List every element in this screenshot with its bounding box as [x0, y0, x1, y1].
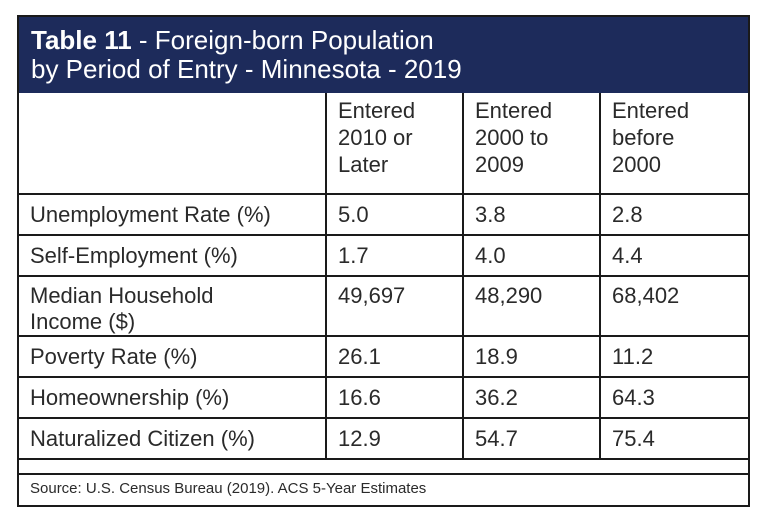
row-label: Homeownership (%) — [19, 376, 327, 419]
data-table: Entered 2010 or Later Entered 2000 to 20… — [19, 93, 748, 460]
row-label: Poverty Rate (%) — [19, 335, 327, 378]
table-cell: 49,697 — [325, 275, 464, 337]
table-cell: 12.9 — [325, 417, 464, 460]
table-cell: 16.6 — [325, 376, 464, 419]
table-cell: 5.0 — [325, 193, 464, 236]
row-label: Self-Employment (%) — [19, 234, 327, 277]
table-cell: 36.2 — [462, 376, 601, 419]
header-empty-cell — [19, 93, 327, 195]
table-row: Homeownership (%) 16.6 36.2 64.3 — [19, 376, 748, 419]
row-label: Naturalized Citizen (%) — [19, 417, 327, 460]
title-line-2: by Period of Entry - Minnesota - 2019 — [31, 54, 462, 84]
source-note: Source: U.S. Census Bureau (2019). ACS 5… — [19, 473, 748, 505]
header-row: Entered 2010 or Later Entered 2000 to 20… — [19, 93, 748, 195]
column-header-before-2000: Entered before 2000 — [599, 93, 748, 195]
table-cell: 48,290 — [462, 275, 601, 337]
table-cell: 11.2 — [599, 335, 748, 378]
title-line-1: Table 11 - Foreign-born Population — [31, 26, 748, 55]
table-cell: 18.9 — [462, 335, 601, 378]
table-cell: 1.7 — [325, 234, 464, 277]
column-header-2010-later: Entered 2010 or Later — [325, 93, 464, 195]
row-label: Median Household Income ($) — [19, 275, 327, 337]
table-row: Poverty Rate (%) 26.1 18.9 11.2 — [19, 335, 748, 378]
table-cell: 3.8 — [462, 193, 601, 236]
table-cell: 54.7 — [462, 417, 601, 460]
table-cell: 26.1 — [325, 335, 464, 378]
table-title: Table 11 - Foreign-born Population by Pe… — [19, 17, 748, 93]
table-row: Unemployment Rate (%) 5.0 3.8 2.8 — [19, 193, 748, 236]
table-row: Naturalized Citizen (%) 12.9 54.7 75.4 — [19, 417, 748, 460]
table-row: Self-Employment (%) 1.7 4.0 4.4 — [19, 234, 748, 277]
table-number: Table 11 — [31, 25, 132, 55]
column-header-2000-2009: Entered 2000 to 2009 — [462, 93, 601, 195]
table-cell: 4.0 — [462, 234, 601, 277]
title-text: - Foreign-born Population — [131, 25, 434, 55]
table-cell: 2.8 — [599, 193, 748, 236]
table-cell: 64.3 — [599, 376, 748, 419]
table-cell: 75.4 — [599, 417, 748, 460]
table-frame: Table 11 - Foreign-born Population by Pe… — [17, 15, 750, 507]
table-cell: 4.4 — [599, 234, 748, 277]
row-label: Unemployment Rate (%) — [19, 193, 327, 236]
table-cell: 68,402 — [599, 275, 748, 337]
table-row: Median Household Income ($) 49,697 48,29… — [19, 275, 748, 337]
